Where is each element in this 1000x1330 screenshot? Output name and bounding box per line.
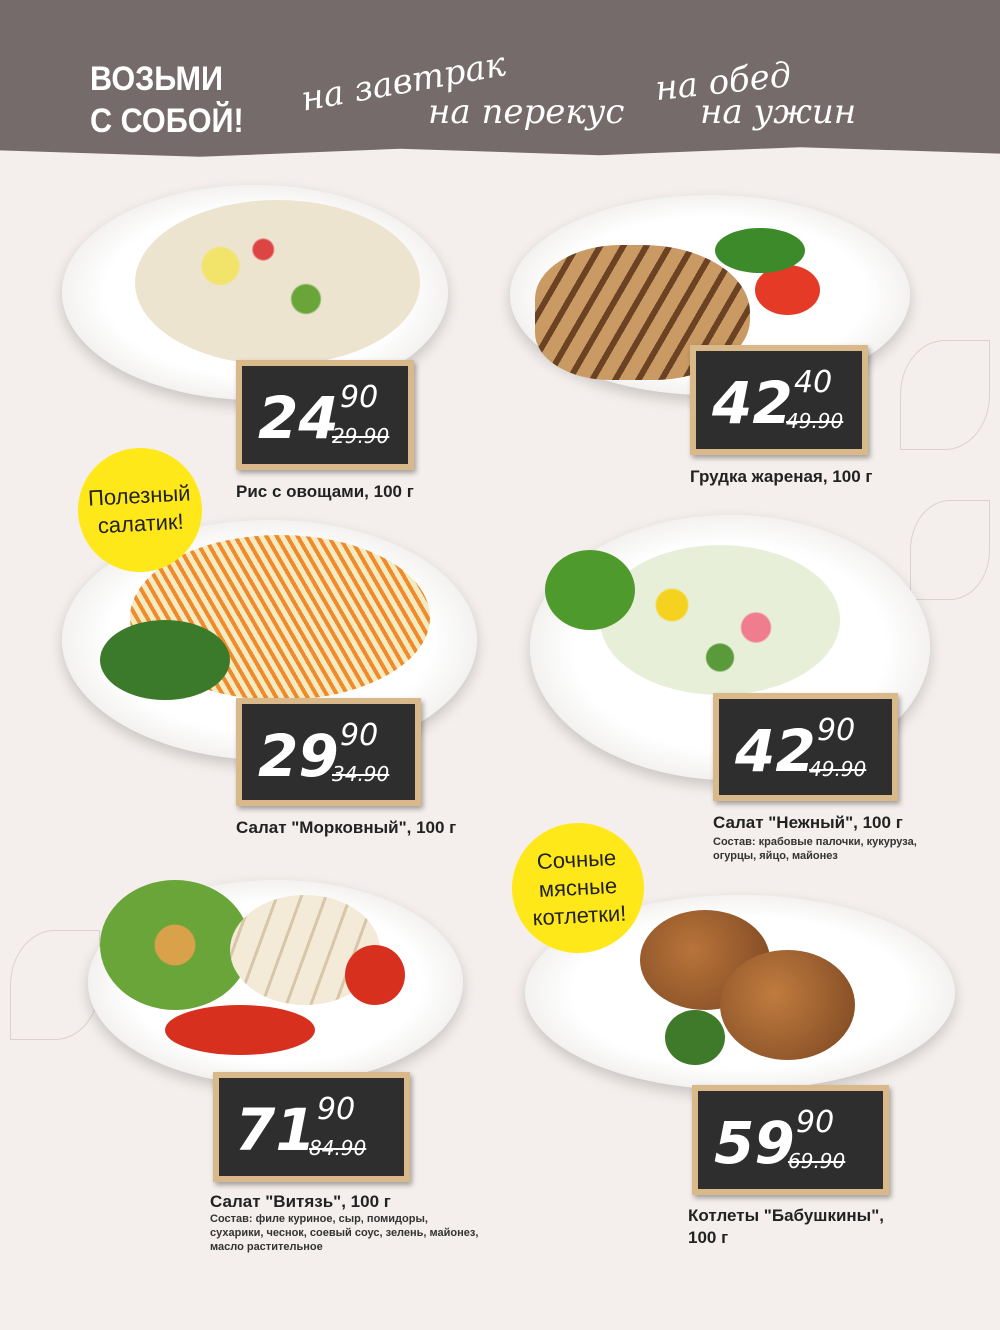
product-composition: Состав: крабовые палочки, кукуруза, огур… xyxy=(713,836,917,862)
headline: ВОЗЬМИ С СОБОЙ! xyxy=(90,58,244,142)
product-name: Салат "Нежный", 100 г xyxy=(713,813,903,832)
lettuce-image xyxy=(545,550,635,630)
tomato-image xyxy=(345,945,405,1005)
product-name: Грудка жареная, 100 г xyxy=(690,467,873,486)
tomato-image xyxy=(755,265,820,315)
basil-image xyxy=(715,228,805,273)
parsley-image xyxy=(100,620,230,700)
phrase-dinner: на ужин xyxy=(700,92,857,132)
rice-with-vegetables-image xyxy=(135,200,420,365)
crab-salad-image xyxy=(600,545,840,695)
product-name: Котлеты "Бабушкины", 100 г xyxy=(688,1206,884,1247)
price-tag: 59 90 69.90 xyxy=(692,1085,889,1195)
phrase-snack: на перекус xyxy=(428,92,625,132)
tomato-slices-image xyxy=(165,1005,315,1055)
leaf-sketch xyxy=(10,930,100,1040)
headline-line2: С СОБОЙ! xyxy=(90,102,244,140)
product-name: Салат "Витязь", 100 г xyxy=(210,1192,391,1211)
leaf-sketch xyxy=(900,340,990,450)
price-tag: 42 90 49.90 xyxy=(713,693,898,801)
croutons-lettuce-image xyxy=(100,880,250,1010)
product-name: Рис с овощами, 100 г xyxy=(236,482,414,501)
price-tag: 42 40 49.90 xyxy=(690,345,868,455)
leaf-sketch xyxy=(910,500,990,600)
price-tag: 29 90 34.90 xyxy=(236,698,421,806)
price-tag: 24 90 29.90 xyxy=(236,360,414,470)
cutlet-image xyxy=(720,950,855,1060)
product-name: Салат "Морковный", 100 г xyxy=(236,818,457,837)
dill-image xyxy=(665,1010,725,1065)
product-composition: Состав: филе куриное, сыр, помидоры, сух… xyxy=(210,1213,479,1253)
header-banner xyxy=(0,0,1000,157)
price-tag: 71 90 84.90 xyxy=(213,1072,410,1182)
headline-line1: ВОЗЬМИ xyxy=(90,60,224,98)
